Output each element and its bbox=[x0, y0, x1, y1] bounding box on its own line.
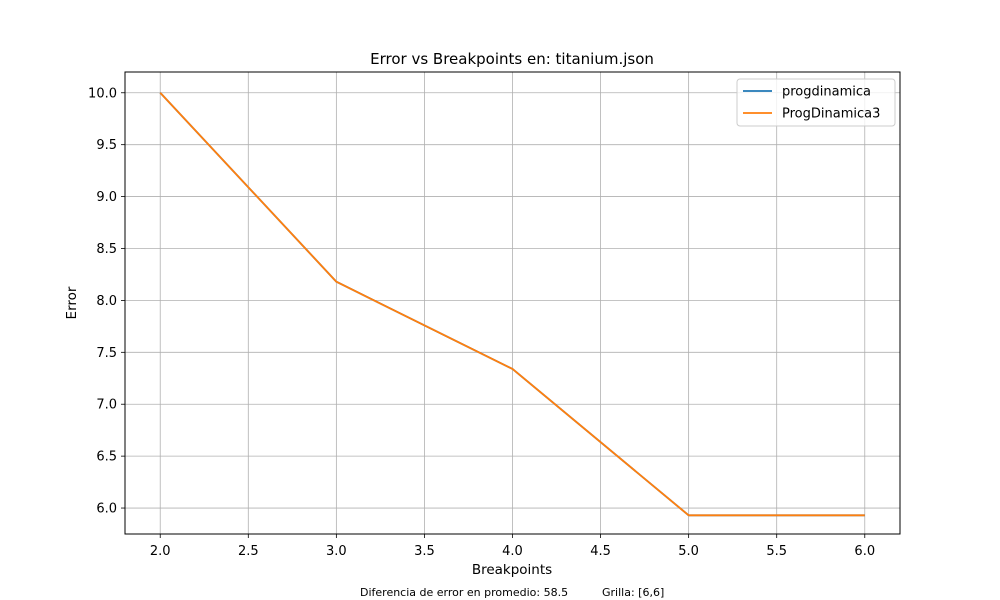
x-tick-label: 4.0 bbox=[502, 544, 523, 559]
y-tick-label: 10.0 bbox=[88, 86, 117, 101]
series-lines bbox=[159, 92, 865, 517]
y-tick-label: 7.5 bbox=[96, 346, 117, 361]
x-tick-label: 2.5 bbox=[238, 544, 259, 559]
y-tick-label: 8.0 bbox=[96, 294, 117, 309]
y-axis-label: Error bbox=[64, 286, 80, 319]
legend: progdinamica ProgDinamica3 bbox=[736, 78, 896, 127]
x-tick-label: 6.0 bbox=[854, 544, 875, 559]
series-line-progdinamica3 bbox=[159, 92, 865, 517]
y-tick-label: 6.5 bbox=[96, 450, 117, 465]
y-tick-label: 7.0 bbox=[96, 398, 117, 413]
x-tick-label: 3.5 bbox=[414, 544, 435, 559]
legend-label: progdinamica bbox=[782, 85, 871, 100]
x-tick-label: 5.0 bbox=[678, 544, 699, 559]
x-tick-label: 3.0 bbox=[326, 544, 347, 559]
y-axis: 6.0 6.5 7.0 7.5 8.0 8.5 9.0 9.5 10.0 bbox=[88, 86, 125, 517]
x-axis-label: Breakpoints bbox=[472, 562, 552, 578]
chart-title: Error vs Breakpoints en: titanium.json bbox=[370, 50, 654, 68]
x-tick-label: 2.0 bbox=[150, 544, 171, 559]
x-tick-label: 5.5 bbox=[766, 544, 787, 559]
x-axis: 2.0 2.5 3.0 3.5 4.0 4.5 5.0 5.5 6.0 bbox=[150, 534, 875, 559]
footer-grid-size: Grilla: [6,6] bbox=[602, 586, 665, 599]
footer-error-difference: Diferencia de error en promedio: 58.5 bbox=[360, 586, 569, 599]
y-tick-label: 8.5 bbox=[96, 242, 117, 257]
y-tick-label: 9.5 bbox=[96, 138, 117, 153]
y-tick-label: 6.0 bbox=[96, 502, 117, 517]
y-tick-label: 9.0 bbox=[96, 190, 117, 205]
grid bbox=[125, 72, 900, 534]
x-tick-label: 4.5 bbox=[590, 544, 611, 559]
legend-box bbox=[736, 78, 896, 127]
legend-label: ProgDinamica3 bbox=[782, 107, 880, 122]
